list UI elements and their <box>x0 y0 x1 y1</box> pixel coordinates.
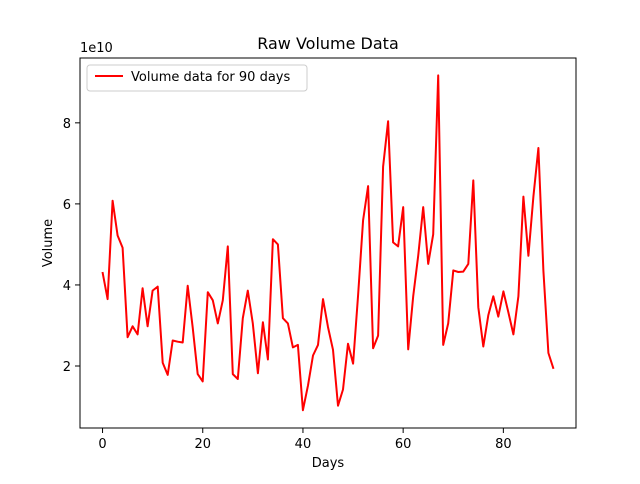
x-tick-label: 80 <box>495 437 512 452</box>
legend-box <box>86 64 308 92</box>
x-tick-label: 40 <box>295 437 312 452</box>
volume-series-line <box>101 74 555 412</box>
y-tick-label: 4 <box>63 279 71 294</box>
y-tick-label: 8 <box>63 117 71 132</box>
x-tick-label: 0 <box>98 437 106 452</box>
x-tick-label: 60 <box>395 437 412 452</box>
plot-frame <box>79 57 577 429</box>
axis-ticks: 0 20 40 60 80 2 4 6 8 <box>63 117 512 452</box>
legend: Volume data for 90 days <box>86 64 308 92</box>
legend-label: Volume data for 90 days <box>131 70 290 85</box>
y-axis-label: Volume <box>41 219 56 267</box>
x-axis-label: Days <box>312 456 345 471</box>
chart-title: Raw Volume Data <box>257 34 399 53</box>
y-axis-offset-text: 1e10 <box>80 41 113 56</box>
y-tick-label: 2 <box>63 360 71 375</box>
y-tick-label: 6 <box>63 198 71 213</box>
x-tick-label: 20 <box>194 437 211 452</box>
